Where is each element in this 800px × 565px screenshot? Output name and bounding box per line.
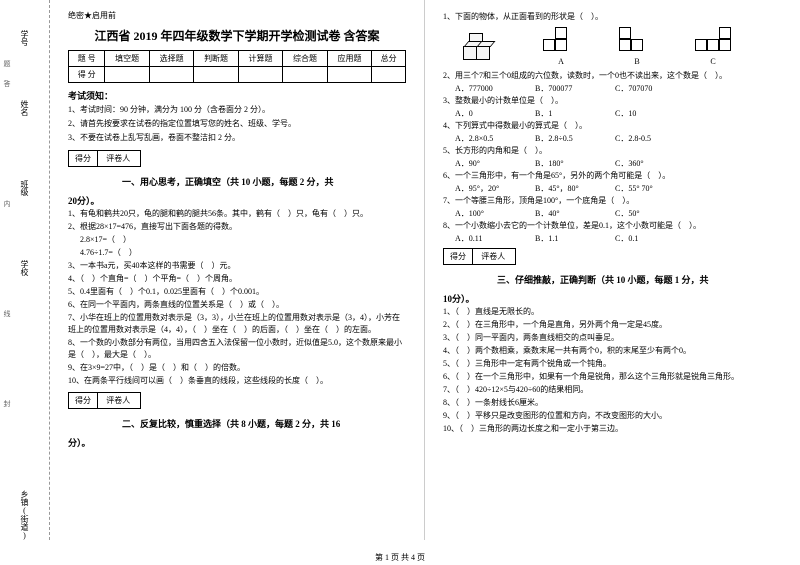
notice-title: 考试须知： bbox=[68, 89, 406, 102]
binding-margin: 学号 答 姓名 题 班级 内 学校 线 封 乡镇(街道) bbox=[0, 0, 50, 540]
notice-item: 3、不要在试卷上乱写乱画，卷面不整洁扣 2 分。 bbox=[68, 132, 406, 144]
score-col: 综合题 bbox=[283, 51, 327, 67]
question: 3、整数最小的计数单位是（ ）。 bbox=[443, 95, 782, 107]
question: 9、（ ）平移只是改变图形的位置和方向，不改变图形的大小。 bbox=[443, 410, 782, 422]
question: 4、下列算式中得数最小的算式是（ ）。 bbox=[443, 120, 782, 132]
score-col: 判断题 bbox=[194, 51, 238, 67]
options: A．0.11B．1.1C．0.1 bbox=[443, 233, 782, 244]
question: 9、在3×9=27中，（ ）是（ ）和（ ）的倍数。 bbox=[68, 362, 406, 374]
notice-item: 2、请首先按要求在试卷的指定位置填写您的姓名、班级、学号。 bbox=[68, 118, 406, 130]
question: 6、（ ）在一个三角形中，如果有一个角是锐角，那么这个三角形就是锐角三角形。 bbox=[443, 371, 782, 383]
scorer-label: 得分 bbox=[69, 151, 98, 166]
cube-option-b bbox=[619, 27, 655, 51]
secret-label: 绝密★启用前 bbox=[68, 10, 406, 21]
option-label: B bbox=[634, 57, 639, 66]
binding-label: 班级 bbox=[19, 180, 30, 196]
options: A．0B．1C．10 bbox=[443, 108, 782, 119]
question: 5、0.4里面有（ ）个0.1，0.025里面有（ ）个0.001。 bbox=[68, 286, 406, 298]
question: 2、用三个7和三个0组成的六位数，读数时，一个0也不读出来，这个数是（ ）。 bbox=[443, 70, 782, 82]
section2-title: 二、反复比较，慎重选择（共 8 小题，每题 2 分，共 16 bbox=[68, 417, 406, 430]
score-row: 得 分 bbox=[69, 67, 105, 83]
right-column: 1、下面的物体，从正面看到的形状是（ ）。 bbox=[425, 0, 800, 540]
section2-title2: 分）。 bbox=[68, 436, 406, 449]
binding-label: 姓名 bbox=[19, 100, 30, 116]
question: 7、一个等腰三角形，顶角是100°，一个底角是（ ）。 bbox=[443, 195, 782, 207]
iso-cubes-icon bbox=[463, 30, 503, 66]
sub-question: 2.8×17=（ ） bbox=[68, 234, 406, 246]
scorer-label: 得分 bbox=[69, 393, 98, 408]
option-label: C bbox=[710, 57, 715, 66]
section3-title: 三、仔细推敲，正确判断（共 10 小题，每题 1 分，共 bbox=[443, 273, 782, 286]
question: 7、（ ）420÷12×5与420÷60的结果相同。 bbox=[443, 384, 782, 396]
score-col: 计算题 bbox=[238, 51, 282, 67]
question: 2、（ ）在三角形中，一个角是直角，另外两个角一定是45度。 bbox=[443, 319, 782, 331]
scorer-label: 评卷人 bbox=[475, 249, 515, 264]
question: 10、（ ）三角形的两边长度之和一定小于第三边。 bbox=[443, 423, 782, 435]
question: 6、在同一个平面内，两条直线的位置关系是（ ）或（ ）。 bbox=[68, 299, 406, 311]
section1-title2: 20分）。 bbox=[68, 194, 406, 207]
scorer-label: 得分 bbox=[444, 249, 473, 264]
question: 4、（ ）个直角=（ ）个平角=（ ）个周角。 bbox=[68, 273, 406, 285]
binding-dash: 封 bbox=[2, 400, 12, 407]
binding-dash: 内 bbox=[2, 200, 12, 207]
section3-title2: 10分）。 bbox=[443, 292, 782, 305]
question: 10、在两条平行线间可以画（ ）条垂直的线段，这些线段的长度（ ）。 bbox=[68, 375, 406, 387]
question: 1、（ ）直线是无限长的。 bbox=[443, 306, 782, 318]
binding-label: 乡镇(街道) bbox=[19, 490, 30, 540]
options: A．100°B．40°C．50° bbox=[443, 208, 782, 219]
page-footer: 第 1 页 共 4 页 bbox=[0, 552, 800, 563]
cube-figures: A B C bbox=[463, 27, 782, 66]
question: 8、（ ）一条射线长6厘米。 bbox=[443, 397, 782, 409]
score-col: 题 号 bbox=[69, 51, 105, 67]
question: 1、下面的物体，从正面看到的形状是（ ）。 bbox=[443, 11, 782, 23]
options: A．90°B．180°C．360° bbox=[443, 158, 782, 169]
question: 2、根据28×17=476，直接写出下面各题的得数。 bbox=[68, 221, 406, 233]
exam-title: 江西省 2019 年四年级数学下学期开学检测试卷 含答案 bbox=[68, 27, 406, 44]
scorer-label: 评卷人 bbox=[100, 393, 140, 408]
question: 5、长方形的内角和是（ ）。 bbox=[443, 145, 782, 157]
score-col: 选择题 bbox=[149, 51, 193, 67]
binding-label: 学号 bbox=[19, 30, 30, 46]
option-label: A bbox=[558, 57, 564, 66]
options: A．95°，20°B．45°，80°C．55° 70° bbox=[443, 183, 782, 194]
cube-option-c bbox=[695, 27, 731, 51]
score-table: 题 号 填空题 选择题 判断题 计算题 综合题 应用题 总分 得 分 bbox=[68, 50, 406, 83]
binding-dash: 题 bbox=[2, 60, 12, 67]
section1-title: 一、用心思考，正确填空（共 10 小题，每题 2 分，共 bbox=[68, 175, 406, 188]
scorer-label: 评卷人 bbox=[100, 151, 140, 166]
score-col: 应用题 bbox=[327, 51, 371, 67]
score-col: 总分 bbox=[372, 51, 406, 67]
question: 8、一个小数缩小去它的一个计数单位，差是0.1，这个小数可能是（ ）。 bbox=[443, 220, 782, 232]
notice-item: 1、考试时间：90 分钟，满分为 100 分（含卷面分 2 分）。 bbox=[68, 104, 406, 116]
scorer-box: 得分 评卷人 bbox=[68, 150, 141, 167]
binding-dash: 答 bbox=[2, 80, 12, 87]
binding-label: 学校 bbox=[19, 260, 30, 276]
score-col: 填空题 bbox=[105, 51, 149, 67]
question: 4、（ ）两个数相乘，乘数末尾一共有两个0，积的末尾至少有两个0。 bbox=[443, 345, 782, 357]
scorer-box: 得分 评卷人 bbox=[443, 248, 516, 265]
options: A．777000B．700077C．707070 bbox=[443, 83, 782, 94]
cube-option-a bbox=[543, 27, 579, 51]
question: 7、小华在班上的位置用数对表示是（3，3），小兰在班上的位置用数对表示是（3，4… bbox=[68, 312, 406, 336]
question: 8、一个数的小数部分有两位，当用四舍五入法保留一位小数时，近似值是5.0，这个数… bbox=[68, 337, 406, 361]
question: 5、（ ）三角形中一定有两个锐角或一个钝角。 bbox=[443, 358, 782, 370]
left-column: 绝密★启用前 江西省 2019 年四年级数学下学期开学检测试卷 含答案 题 号 … bbox=[50, 0, 425, 540]
question: 3、（ ）同一平面内，两条直线相交的点叫垂足。 bbox=[443, 332, 782, 344]
options: A．2.8×0.5B．2.8÷0.5C．2.8-0.5 bbox=[443, 133, 782, 144]
sub-question: 4.76÷1.7=（ ） bbox=[68, 247, 406, 259]
binding-dash: 线 bbox=[2, 310, 12, 317]
content-area: 绝密★启用前 江西省 2019 年四年级数学下学期开学检测试卷 含答案 题 号 … bbox=[50, 0, 800, 540]
question: 1、有龟和鹤共20只，龟的腿和鹤的腿共56条。其中，鹤有（ ）只，龟有（ ）只。 bbox=[68, 208, 406, 220]
question: 3、一本书a元，买40本这样的书需要（ ）元。 bbox=[68, 260, 406, 272]
question: 6、一个三角形中，有一个角是65°，另外的两个角可能是（ ）。 bbox=[443, 170, 782, 182]
scorer-box: 得分 评卷人 bbox=[68, 392, 141, 409]
